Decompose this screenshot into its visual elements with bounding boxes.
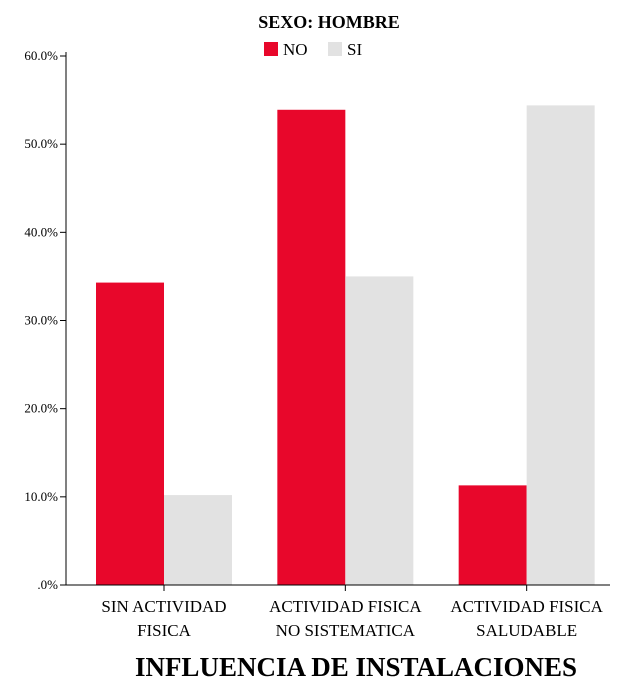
legend-label-si: SI <box>347 40 362 59</box>
legend-swatch-si <box>328 42 342 56</box>
y-tick-label: 40.0% <box>24 224 58 239</box>
y-axis: .0% 10.0% 20.0% 30.0% 40.0% 50.0% 60.0% <box>24 48 67 592</box>
y-tick-label: .0% <box>37 577 58 592</box>
legend-label-no: NO <box>283 40 308 59</box>
x-category-label: SIN ACTIVIDAD <box>101 597 226 616</box>
y-tick-label: 50.0% <box>24 136 58 151</box>
bar-si-cat-3 <box>526 105 595 585</box>
legend-swatch-no <box>264 42 278 56</box>
bar-no-cat-1 <box>96 282 164 585</box>
bar-si-cat-2 <box>345 276 414 585</box>
y-tick-label: 30.0% <box>24 313 58 328</box>
chart-title: SEXO: HOMBRE <box>258 12 400 32</box>
legend: NO SI <box>264 40 362 59</box>
bars <box>96 105 595 585</box>
y-tick-label: 10.0% <box>24 489 58 504</box>
bar-no-cat-3 <box>458 485 527 585</box>
y-tick-label: 60.0% <box>24 48 58 63</box>
x-axis-title: INFLUENCIA DE INSTALACIONES <box>135 652 577 682</box>
bar-no-cat-2 <box>277 109 346 585</box>
x-category-label: NO SISTEMATICA <box>276 621 416 640</box>
x-category-label: ACTIVIDAD FISICA <box>450 597 603 616</box>
x-category-label: FISICA <box>137 621 192 640</box>
x-category-label: SALUDABLE <box>476 621 577 640</box>
x-axis: SIN ACTIVIDAD FISICA ACTIVIDAD FISICA NO SI… <box>60 584 610 640</box>
y-tick-label: 20.0% <box>24 401 58 416</box>
x-category-label: ACTIVIDAD FISICA <box>269 597 422 616</box>
bar-si-cat-1 <box>164 495 232 585</box>
